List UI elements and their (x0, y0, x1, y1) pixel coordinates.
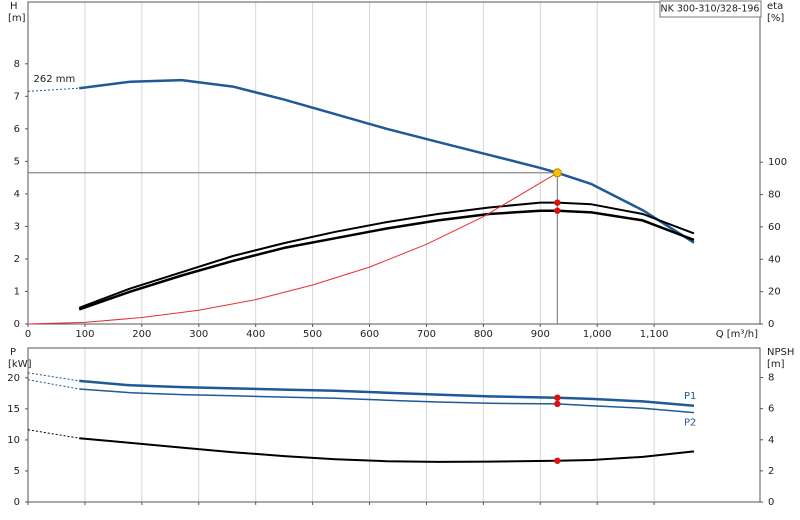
y-tick-label: 7 (14, 91, 20, 102)
y-axis-label: H (10, 1, 18, 12)
y2-tick-label: 4 (768, 435, 774, 446)
y-tick-label: 15 (7, 404, 20, 415)
y-tick-label: 6 (14, 124, 20, 135)
x-tick-label: 400 (246, 329, 265, 340)
y2-tick-label: 2 (768, 466, 774, 477)
x-tick-label: 1,000 (583, 329, 612, 340)
x-tick-label: 800 (474, 329, 493, 340)
x-tick-label: 500 (303, 329, 322, 340)
y2-tick-label: 0 (768, 497, 774, 508)
curve-extension (27, 372, 80, 382)
y2-tick-label: 60 (768, 222, 781, 233)
curve (79, 78, 695, 244)
series-label: P2 (684, 418, 696, 429)
x-axis-label: Q [m³/h] (716, 329, 758, 340)
x-tick-label: 0 (25, 329, 31, 340)
x-tick-label: 300 (189, 329, 208, 340)
y-tick-label: 3 (14, 221, 20, 232)
y-tick-label: 1 (14, 286, 20, 297)
y2-axis-label: eta (767, 1, 783, 12)
marker (554, 457, 561, 464)
y2-tick-label: 20 (768, 287, 781, 298)
x-tick-label: 700 (417, 329, 436, 340)
marker (554, 207, 561, 214)
y2-tick-label: 40 (768, 254, 781, 265)
plot-frame (27, 347, 761, 503)
x-tick-label: 100 (75, 329, 94, 340)
y-tick-label: 2 (14, 254, 20, 265)
y-tick-label: 10 (7, 435, 20, 446)
x-tick-label: 1,100 (640, 329, 669, 340)
y-tick-label: 8 (14, 59, 20, 70)
y-tick-label: 5 (14, 466, 20, 477)
marker (554, 199, 561, 206)
curve (78, 201, 695, 309)
curve-extension (27, 429, 80, 439)
curve-extension (27, 379, 80, 390)
curve (79, 388, 695, 414)
y-axis-label: P (10, 347, 16, 358)
marker (554, 394, 561, 401)
x-tick-label: 200 (132, 329, 151, 340)
curve (79, 379, 695, 408)
y-tick-label: 0 (14, 497, 20, 508)
y-tick-label: 0 (14, 319, 20, 330)
chart-title: NK 300-310/328-196 (661, 4, 760, 15)
y2-tick-label: 100 (768, 157, 787, 168)
series-label: 262 mm (33, 74, 75, 85)
curve (79, 437, 695, 463)
curve-extension (27, 87, 80, 92)
y2-tick-label: 8 (768, 373, 774, 384)
operating-point (552, 168, 562, 178)
series-label: P1 (684, 391, 696, 402)
title-box (659, 0, 762, 18)
y-axis-unit: [m] (8, 13, 26, 24)
y2-tick-label: 80 (768, 190, 781, 201)
plot-frame (27, 1, 761, 325)
x-tick-label: 900 (531, 329, 550, 340)
y2-axis-label: NPSH (767, 347, 794, 358)
marker (554, 400, 561, 408)
y2-axis-unit: [m] (767, 359, 785, 370)
y2-tick-label: 6 (768, 404, 774, 415)
y-tick-label: 4 (14, 189, 20, 200)
y-tick-label: 5 (14, 156, 20, 167)
x-tick-label: 600 (360, 329, 379, 340)
curve (78, 209, 695, 311)
y2-tick-label: 0 (768, 319, 774, 330)
y-axis-unit: [kW] (8, 359, 32, 370)
curve (27, 172, 558, 325)
y2-axis-unit: [%] (767, 13, 784, 24)
y-tick-label: 20 (7, 373, 20, 384)
